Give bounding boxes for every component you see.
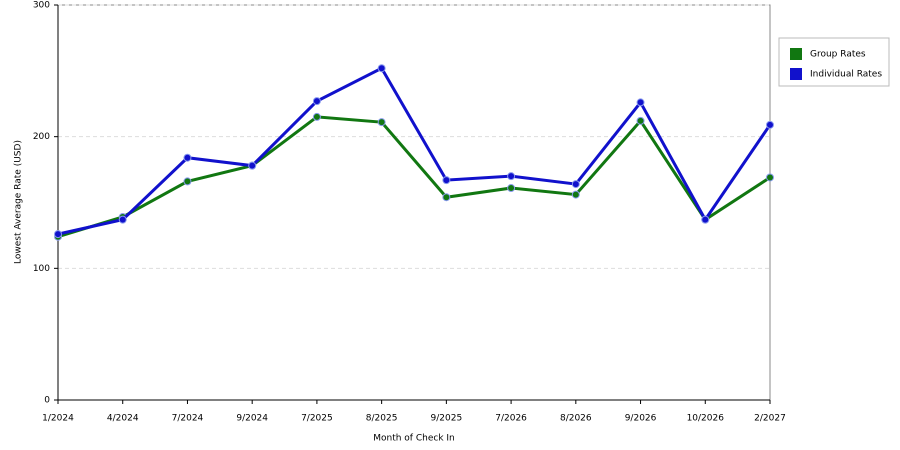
x-tick-label: 8/2026 — [560, 414, 592, 424]
x-tick-label: 2/2027 — [754, 414, 786, 424]
data-point — [701, 215, 710, 224]
x-tick-label: 10/2026 — [687, 414, 725, 424]
data-point — [636, 116, 645, 125]
x-tick-label: 7/2024 — [172, 414, 204, 424]
data-point — [183, 177, 192, 186]
data-point — [54, 230, 62, 239]
y-tick-label: 200 — [33, 132, 50, 142]
data-point — [507, 172, 516, 181]
x-tick-label: 4/2024 — [107, 414, 139, 424]
data-point — [766, 120, 774, 129]
legend-label: Individual Rates — [810, 70, 882, 80]
x-tick-label: 1/2024 — [42, 414, 74, 424]
series-line — [57, 115, 771, 239]
data-point — [766, 173, 774, 182]
data-point — [312, 97, 321, 106]
data-point — [507, 184, 516, 193]
y-tick-label: 300 — [33, 1, 50, 11]
data-point — [248, 161, 257, 170]
x-tick-label: 7/2026 — [495, 414, 527, 424]
legend-label: Group Rates — [810, 50, 866, 60]
x-tick-label: 9/2024 — [236, 414, 268, 424]
legend-swatch — [790, 68, 802, 80]
data-point — [442, 176, 451, 185]
legend-swatch — [790, 48, 802, 60]
x-axis-title: Month of Check In — [373, 434, 455, 444]
data-point — [571, 180, 580, 189]
plot-frame — [57, 4, 771, 401]
data-point — [377, 64, 386, 73]
data-point — [118, 215, 127, 224]
data-point — [183, 153, 192, 162]
x-tick-label: 8/2025 — [366, 414, 398, 424]
x-tick-label: 9/2025 — [431, 414, 463, 424]
data-point — [636, 98, 645, 107]
data-point — [312, 112, 321, 121]
data-point — [442, 193, 451, 202]
y-tick-label: 0 — [44, 396, 50, 406]
x-tick-label: 9/2026 — [625, 414, 657, 424]
y-axis-title: Lowest Average Rate (USD) — [14, 140, 24, 264]
y-tick-label: 100 — [33, 264, 50, 274]
data-point — [377, 118, 386, 127]
x-tick-label: 7/2025 — [301, 414, 333, 424]
data-point — [571, 190, 580, 199]
series-line — [57, 66, 772, 236]
